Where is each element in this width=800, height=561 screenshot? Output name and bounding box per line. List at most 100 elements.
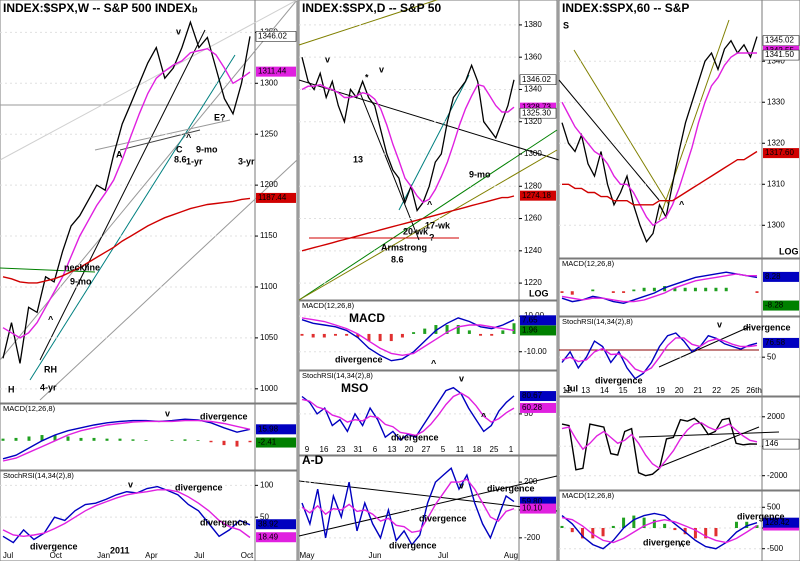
series-line <box>2 47 251 339</box>
histogram-bar <box>632 289 636 292</box>
histogram-bar <box>434 325 438 334</box>
x-tick-label: 6 <box>373 445 378 454</box>
x-tick-label: 13 <box>388 445 397 454</box>
y-tick-label: 1360 <box>524 52 542 61</box>
panel-title: INDEX:$SPX,W -- S&P 500 INDEX <box>3 1 192 15</box>
series-line <box>301 195 515 252</box>
panel-background <box>0 403 298 471</box>
histogram-bar <box>423 328 427 334</box>
annotation: divergence <box>391 432 439 442</box>
annotation: v <box>379 64 384 74</box>
x-tick-label: 20 <box>405 445 414 454</box>
histogram-bar <box>501 330 505 334</box>
y-tick-label: 500 <box>767 502 781 511</box>
panel: 1220 1240 1260 1280 1300 1320 1340 1360 1380 INDE… <box>298 0 560 301</box>
histogram-bar <box>611 525 615 528</box>
annotation: 13 <box>353 154 363 164</box>
panel: MACD(12,26,8) 8.28 -8.28 <box>558 258 800 317</box>
trend-line <box>0 267 96 273</box>
series-line <box>2 197 251 284</box>
annotation: 2011 <box>110 545 130 555</box>
histogram-bar <box>581 528 585 539</box>
annotation: MSO <box>341 381 368 395</box>
annotation: Armstrong <box>381 242 427 252</box>
panel-background <box>558 316 800 397</box>
annotation: RH <box>44 364 57 374</box>
histogram-bar <box>479 333 483 336</box>
y-tick-label: 1250 <box>260 129 278 138</box>
last-value-box <box>520 496 556 507</box>
last-value-label: 1345.02 <box>765 36 794 45</box>
histogram-bar <box>601 528 605 537</box>
annotation: neckline <box>64 262 100 272</box>
series-line <box>2 419 251 462</box>
series-line <box>301 478 515 534</box>
histogram-bar <box>322 333 326 338</box>
panel-title: MACD(12,26,8) <box>562 259 615 268</box>
histogram-bar <box>693 528 697 539</box>
series-line <box>301 392 515 437</box>
series-line <box>301 83 515 204</box>
trend-line <box>39 29 206 361</box>
histogram-bar <box>642 287 646 292</box>
series-line <box>2 489 251 539</box>
last-value-box <box>763 300 799 311</box>
series-line <box>562 150 758 206</box>
histogram-bar <box>248 440 252 443</box>
annotation: divergence <box>200 411 248 421</box>
panel-background <box>558 0 800 259</box>
histogram-bar <box>345 333 349 336</box>
histogram-bar <box>642 517 646 528</box>
histogram-bar <box>27 436 31 441</box>
histogram-bar <box>378 333 382 342</box>
x-tick-label: 25 <box>490 445 499 454</box>
panel: 50 StochRSI(14,34(2),8) 80.67 60.28 9 16 23 31 6… <box>298 370 558 456</box>
annotation: v <box>459 373 464 383</box>
last-value-label: 10.10 <box>522 504 543 513</box>
histogram-bar <box>652 287 656 292</box>
panel-title: A-D <box>302 453 324 467</box>
last-value-label: 1317.60 <box>765 148 794 157</box>
last-value-label: 128.42 <box>765 518 790 527</box>
last-value-box <box>762 49 800 61</box>
histogram-bar <box>170 440 174 441</box>
last-value-label: 1274.18 <box>522 191 551 200</box>
panel-background <box>0 0 298 404</box>
series-line <box>301 57 515 212</box>
histogram-bar <box>66 436 70 441</box>
annotation: 1-yr <box>186 156 203 166</box>
panel: 10.00-10.00MACD(12,26,8)7.651.96MACDdive… <box>298 300 558 371</box>
annotation: divergence <box>389 540 437 550</box>
trend-line <box>39 159 298 401</box>
last-value-label: 1341.50 <box>765 50 794 59</box>
panel-background <box>298 370 558 456</box>
histogram-bar <box>611 291 615 293</box>
annotation: ? <box>429 232 435 242</box>
annotation: ^ <box>431 358 437 368</box>
histogram-bar <box>79 437 83 441</box>
x-tick-label: 22 <box>712 386 721 395</box>
last-value-label: 1328.73 <box>522 103 551 112</box>
annotation: C <box>176 144 183 154</box>
y-tick-label: 1150 <box>260 231 278 240</box>
series-line <box>561 52 757 227</box>
panel-title: MACD(12,26,8) <box>3 404 56 413</box>
annotation: 8.6 <box>174 154 187 164</box>
last-value-label: 15.98 <box>258 424 279 433</box>
histogram-bar <box>570 528 574 533</box>
trend-line <box>119 129 201 151</box>
x-tick-label: 21 <box>693 386 702 395</box>
last-value-box <box>255 31 297 42</box>
y-tick-label: 2000 <box>767 412 785 421</box>
panel-title: INDEX:$SPX,60 -- S&P <box>562 1 689 15</box>
last-value-box <box>520 503 556 514</box>
last-value-box <box>256 66 296 77</box>
histogram-bar <box>663 523 667 528</box>
histogram-bar <box>144 440 148 441</box>
histogram-bar <box>560 291 564 293</box>
annotation: 9-mo <box>196 144 218 154</box>
last-value-box <box>520 315 556 326</box>
last-value-label: 76.58 <box>765 338 786 347</box>
last-value-label: 60.28 <box>522 403 543 412</box>
histogram-bar <box>467 330 471 334</box>
